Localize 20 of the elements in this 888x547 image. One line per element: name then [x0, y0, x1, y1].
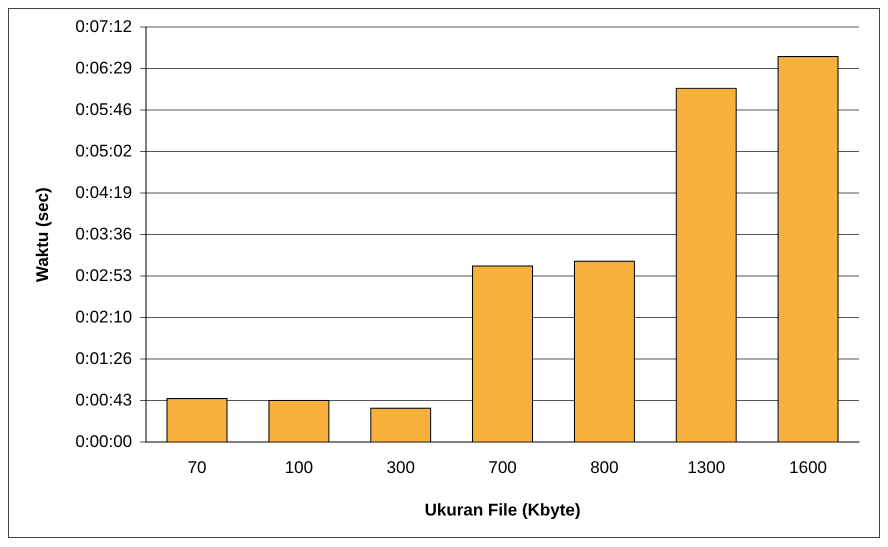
x-axis-title: Ukuran File (Kbyte): [424, 500, 580, 520]
x-tick-label: 300: [386, 458, 415, 478]
x-tick-label: 1300: [687, 458, 726, 478]
y-tick-label: 0:00:00: [75, 432, 132, 451]
y-tick-label: 0:05:02: [75, 141, 132, 160]
y-tick-label: 0:04:19: [75, 182, 132, 202]
x-tick-label: 1600: [789, 458, 827, 478]
y-tick-label: 0:00:43: [75, 390, 132, 410]
y-tick-label: 0:06:29: [75, 58, 132, 78]
y-tick-label: 0:02:53: [75, 266, 132, 285]
y-tick-label: 0:07:12: [75, 16, 132, 36]
x-tick-label: 800: [590, 458, 619, 478]
y-tick-label: 0:02:10: [75, 307, 132, 326]
x-tick-label: 700: [488, 458, 517, 478]
x-tick-label: 100: [284, 458, 314, 478]
x-tick-label: 70: [188, 458, 206, 478]
y-tick-label: 0:03:36: [75, 224, 132, 244]
y-tick-label: 0:05:46: [75, 100, 132, 119]
y-axis-title: Waktu (sec): [32, 187, 52, 282]
y-tick-label: 0:01:26: [75, 348, 132, 368]
